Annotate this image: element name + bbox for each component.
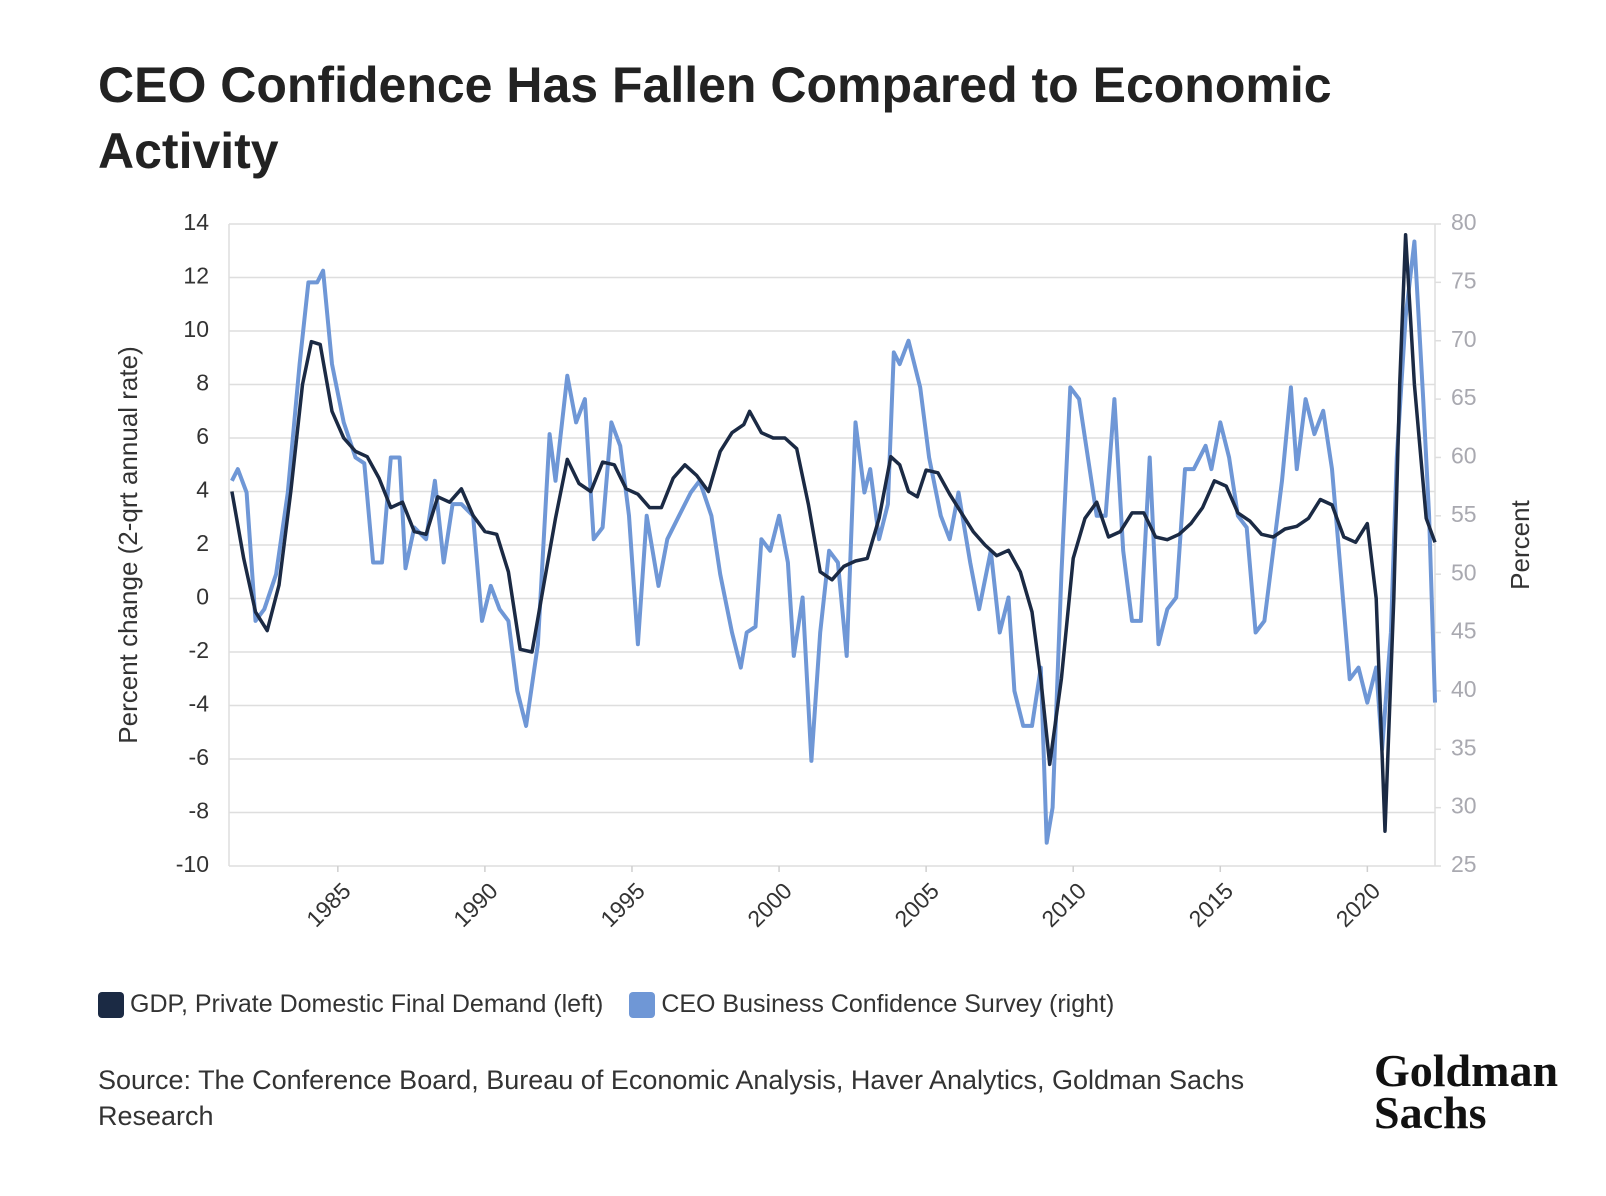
y2-tick-label: 35 [1451,734,1477,760]
y2-tick-label: 25 [1451,851,1477,877]
y2-tick-label: 70 [1451,326,1477,352]
y2-tick-label: 45 [1451,618,1477,644]
x-tick-label: 2010 [1036,877,1091,932]
y-tick-label: 4 [196,477,209,503]
y-tick-label: 10 [183,316,209,342]
y-tick-label: -10 [176,851,209,877]
y-tick-label: 2 [196,530,209,556]
y-tick-label: 14 [183,209,209,235]
chart: -10 -8 -6 -4 -2 0 2 4 6 8 10 12 14 25 30 35 40 45 50 55 60 65… [113,209,1535,932]
y-tick-label: -6 [189,744,209,770]
y-tick-label: 0 [196,584,209,610]
logo-line: Goldman [1374,1045,1559,1096]
x-tick-label: 1990 [448,877,503,932]
legend: GDP, Private Domestic Final Demand (left… [98,990,1114,1019]
legend-item: GDP, Private Domestic Final Demand (left… [98,990,603,1019]
y2-axis-label: Percent [1505,499,1535,589]
x-tick-label: 2020 [1331,877,1386,932]
y2-tick-label: 50 [1451,559,1477,585]
chart-title: CEO Confidence Has Fallen Compared to Ec… [98,57,1332,179]
y-tick-label: 8 [196,370,209,396]
legend-swatch [629,991,656,1018]
source-note: Source: The Conference Board, Bureau of … [98,1065,1245,1131]
y-tick-label: -8 [189,798,209,824]
logo: Goldman Sachs [1374,1045,1559,1138]
logo-line: Sachs [1374,1087,1487,1138]
x-tick-label: 1995 [595,877,650,932]
y-tick-label: -4 [189,691,210,717]
x-tick-label: 1985 [301,877,356,932]
y2-tick-label: 60 [1451,443,1477,469]
y2-tick-label: 55 [1451,501,1477,527]
y-tick-label: 12 [183,263,209,289]
x-tick-label: 2000 [742,877,797,932]
legend-item: CEO Business Confidence Survey (right) [629,990,1114,1019]
series-line [230,232,1437,833]
x-tick-label: 2005 [889,877,944,932]
y2-tick-label: 65 [1451,384,1477,410]
x-tick-label: 2015 [1184,877,1239,932]
y-tick-label: 6 [196,423,209,449]
y-tick-label: -2 [189,637,209,663]
series-line [230,239,1437,845]
y2-tick-label: 40 [1451,676,1477,702]
legend-label: GDP, Private Domestic Final Demand (left… [130,990,604,1018]
y2-tick-label: 80 [1451,209,1477,235]
y-axis-label: Percent change (2-qrt annual rate) [113,346,143,743]
legend-label: CEO Business Confidence Survey (right) [661,990,1115,1018]
legend-swatch [98,991,124,1018]
y2-tick-label: 30 [1451,793,1477,819]
y2-tick-label: 75 [1451,267,1477,293]
